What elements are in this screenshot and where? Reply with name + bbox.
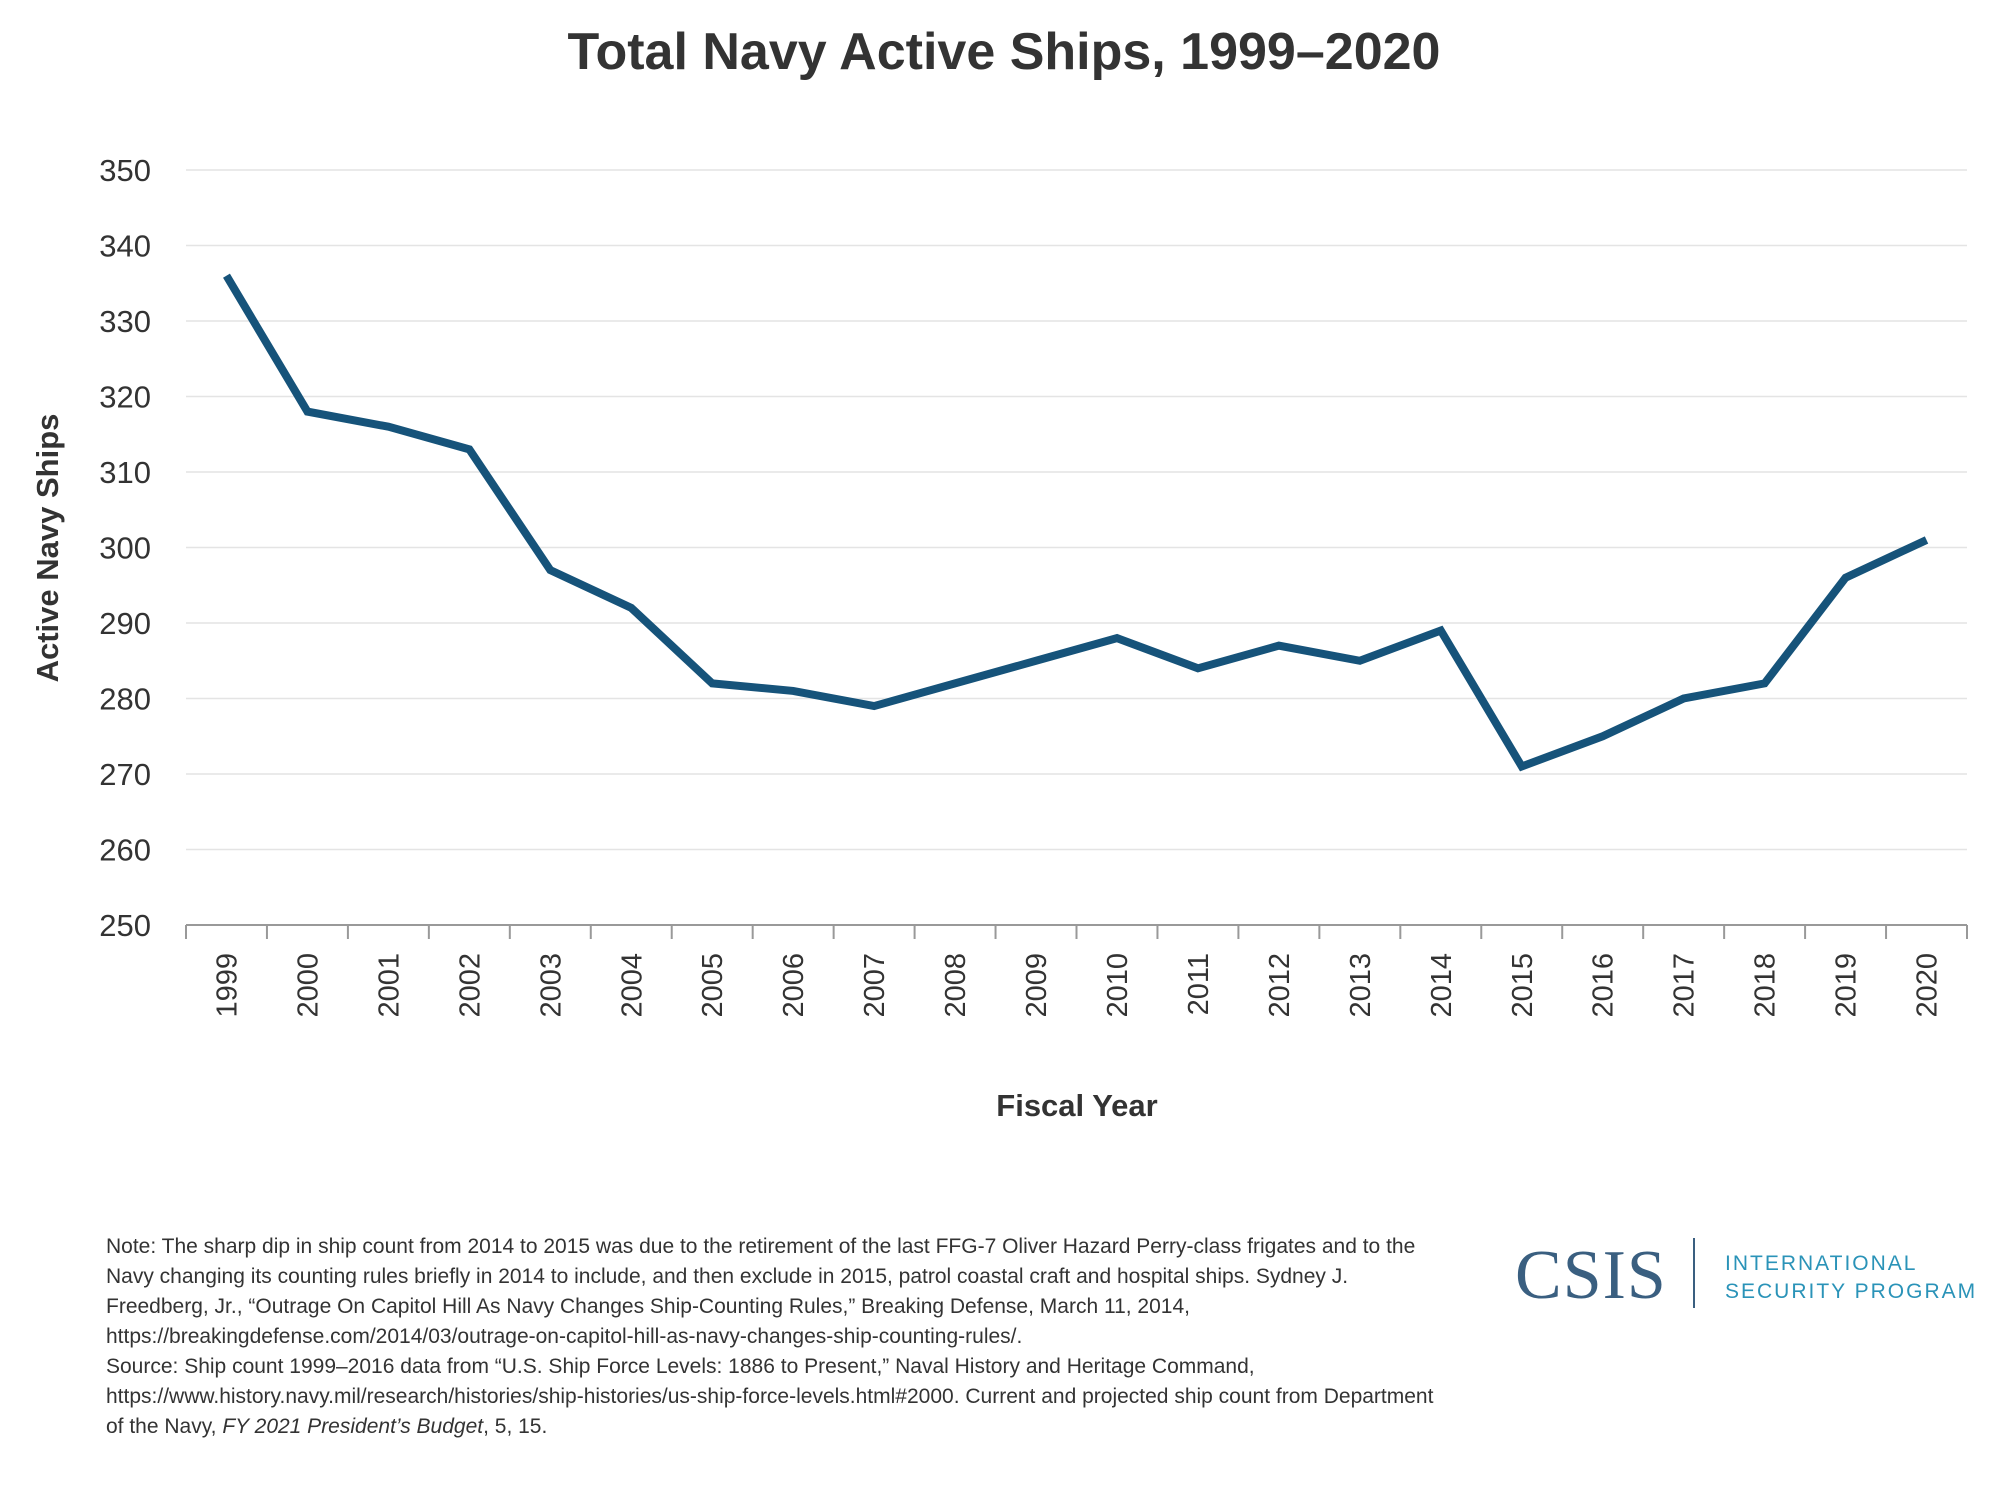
x-tick-label: 2014 [1426,953,1458,1018]
x-tick-label: 2007 [859,953,891,1018]
x-tick-label: 2008 [940,953,972,1018]
y-tick-label: 330 [99,304,151,339]
x-tick-label: 1999 [211,953,243,1018]
y-axis-label: Active Navy Ships [30,414,65,683]
line-chart: 250 260 270 280 290 300 310 320 330 340 350 1999 20… [30,153,1968,1123]
x-tick-label: 2002 [454,953,486,1018]
series-line [223,273,1929,772]
gridlines [186,169,1967,851]
y-tick-label: 300 [99,531,151,566]
csis-logo: CSIS INTERNATIONAL SECURITY PROGRAM [1515,1236,1995,1316]
logo-program: INTERNATIONAL SECURITY PROGRAM [1725,1252,1978,1303]
x-tick-label: 2006 [778,953,810,1018]
x-tick-label: 2015 [1507,953,1539,1018]
x-axis-label: Fiscal Year [996,1088,1157,1123]
x-tick-label: 2018 [1750,953,1782,1018]
logo-wordmark: CSIS [1515,1237,1667,1314]
x-axis: 1999 2000 2001 2002 2003 2004 2005 2006 2007 2008… [185,924,1968,1018]
x-tick-label: 2020 [1912,953,1944,1018]
y-tick-label: 280 [99,682,151,717]
y-tick-label: 270 [99,757,151,792]
logo-divider [1693,1238,1695,1308]
x-tick-label: 2001 [373,953,405,1018]
x-tick-label: 2016 [1588,953,1620,1018]
chart-title: Total Navy Active Ships, 1999–2020 [567,23,1441,81]
x-tick-label: 2013 [1345,953,1377,1018]
series [223,273,1929,772]
y-tick-label: 310 [99,455,151,490]
y-tick-label: 340 [99,229,151,264]
x-tick-label: 2012 [1264,953,1296,1018]
x-tick-label: 2005 [697,953,729,1018]
source-text: Source: Ship count 1999–2016 data from “… [106,1355,1434,1438]
y-tick-label: 290 [99,606,151,641]
x-tick-label: 2004 [616,953,648,1018]
x-tick-label: 2000 [292,953,324,1018]
y-tick-labels: 250 260 270 280 290 300 310 320 330 340 350 [99,153,151,943]
x-tick-label: 2019 [1831,953,1863,1018]
x-tick-label: 2010 [1102,953,1134,1018]
source-italic-title: FY 2021 President’s Budget [222,1415,484,1438]
chart-source: Source: Ship count 1999–2016 data from “… [106,1352,1446,1442]
x-tick-label: 2003 [535,953,567,1018]
y-tick-label: 350 [99,153,151,188]
x-tick-label: 2009 [1021,953,1053,1018]
y-tick-label: 320 [99,380,151,415]
y-tick-label: 250 [99,908,151,943]
y-tick-label: 260 [99,833,151,868]
x-tick-label: 2017 [1669,953,1701,1018]
x-tick-label: 2011 [1183,953,1215,1015]
chart-note: Note: The sharp dip in ship count from 2… [106,1235,1416,1348]
source-suffix: , 5, 15. [483,1415,548,1438]
